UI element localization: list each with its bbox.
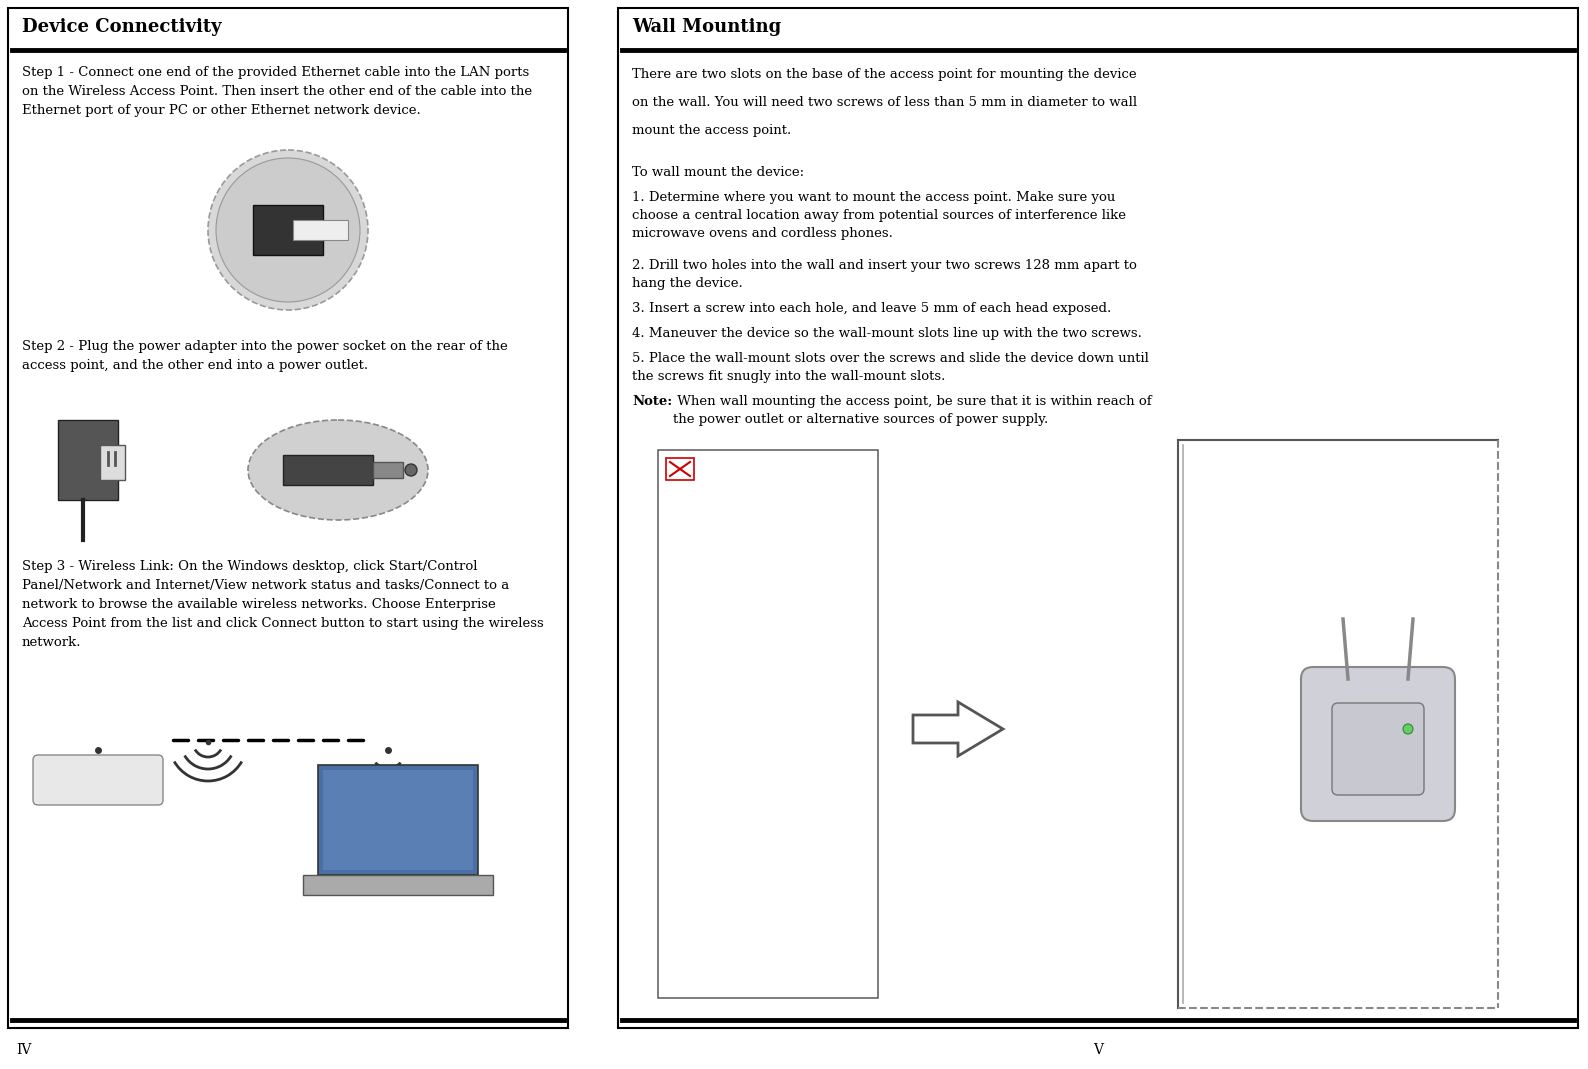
Bar [373,462,403,478]
Polygon shape [913,702,1004,756]
Bar [100,445,125,480]
Text: Step 3 - Wireless Link: On the Windows desktop, click Start/Control
Panel/Networ: Step 3 - Wireless Link: On the Windows d… [22,560,543,649]
Circle shape [405,464,418,476]
Bar [322,770,473,870]
Text: Note:: Note: [632,396,672,408]
FancyBboxPatch shape [1301,667,1455,821]
FancyBboxPatch shape [1332,703,1424,795]
Circle shape [1404,724,1413,734]
FancyBboxPatch shape [33,755,164,805]
Text: Step 2 - Plug the power adapter into the power socket on the rear of the
access : Step 2 - Plug the power adapter into the… [22,340,508,372]
Text: 5. Place the wall-mount slots over the screws and slide the device down until
th: 5. Place the wall-mount slots over the s… [632,352,1148,383]
Circle shape [216,158,360,303]
Ellipse shape [248,420,429,520]
Text: Device Connectivity: Device Connectivity [22,18,222,36]
Text: 2. Drill two holes into the wall and insert your two screws 128 mm apart to
hang: 2. Drill two holes into the wall and ins… [632,259,1137,290]
Bar [283,455,373,485]
Text: Step 1 - Connect one end of the provided Ethernet cable into the LAN ports
on th: Step 1 - Connect one end of the provided… [22,66,532,117]
Bar [252,205,322,255]
Text: on the wall. You will need two screws of less than 5 mm in diameter to wall: on the wall. You will need two screws of… [632,96,1137,109]
Text: mount the access point.: mount the access point. [632,124,791,137]
Text: IV: IV [16,1043,32,1057]
Text: 3. Insert a screw into each hole, and leave 5 mm of each head exposed.: 3. Insert a screw into each hole, and le… [632,303,1112,315]
Bar [657,450,878,998]
Text: V: V [1093,1043,1104,1057]
Text: Wall Mounting: Wall Mounting [632,18,781,36]
Text: 4. Maneuver the device so the wall-mount slots line up with the two screws.: 4. Maneuver the device so the wall-mount… [632,327,1142,340]
Bar [618,7,1578,1028]
Bar [294,220,348,241]
Bar [318,765,478,876]
Text: To wall mount the device:: To wall mount the device: [632,166,804,179]
Bar [8,7,569,1028]
Text: There are two slots on the base of the access point for mounting the device: There are two slots on the base of the a… [632,68,1137,81]
Circle shape [208,150,368,310]
Bar [665,458,694,480]
Bar [59,420,118,500]
Bar [303,876,492,895]
Text: When wall mounting the access point, be sure that it is within reach of
the powe: When wall mounting the access point, be … [673,396,1151,427]
Text: 1. Determine where you want to mount the access point. Make sure you
choose a ce: 1. Determine where you want to mount the… [632,191,1126,241]
